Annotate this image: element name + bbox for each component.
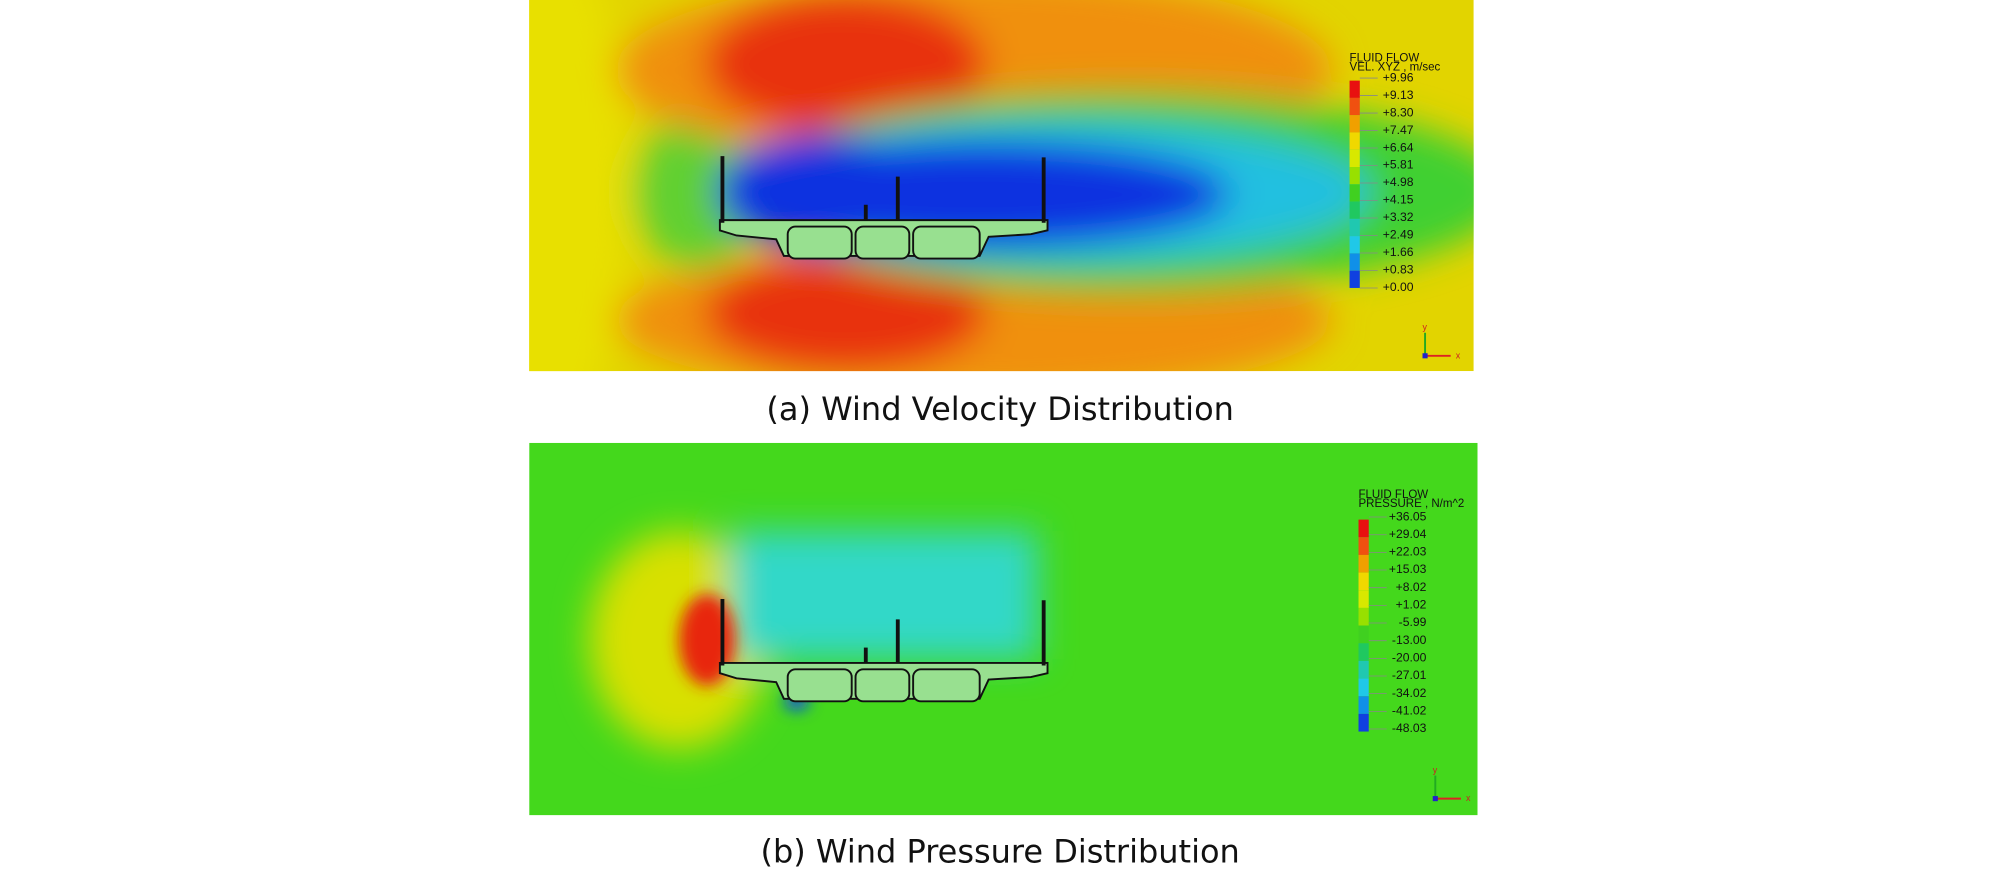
legend-swatch — [1358, 696, 1369, 714]
legend-value: -20.00 — [1392, 651, 1427, 665]
legend-swatch — [1358, 590, 1369, 608]
triad-y-label: y — [1433, 765, 1438, 775]
triad-origin — [1432, 796, 1438, 802]
legend-value: -41.02 — [1392, 704, 1427, 718]
legend-value: +2.49 — [1383, 228, 1414, 242]
triad-x-label: x — [1466, 793, 1471, 803]
legend-swatch — [1349, 270, 1360, 288]
legend-swatch — [1358, 660, 1369, 679]
legend-swatch — [1358, 713, 1369, 732]
legend-value: +15.03 — [1389, 562, 1427, 576]
pressure-field — [529, 442, 1478, 816]
legend-value: +29.04 — [1389, 527, 1427, 541]
legend-title: FLUID FLOW — [1350, 52, 1420, 64]
legend-swatch — [1358, 572, 1369, 591]
legend-swatch — [1349, 184, 1360, 202]
legend-swatch — [1349, 167, 1360, 185]
velocity-field — [529, 0, 1474, 372]
legend-value: +1.02 — [1396, 598, 1427, 612]
legend-swatch — [1358, 607, 1369, 626]
legend-swatch — [1349, 149, 1360, 168]
legend-title: FLUID FLOW — [1359, 489, 1429, 501]
triad-y-label: y — [1423, 322, 1428, 332]
caption: (b) Wind Pressure Distribution — [761, 833, 1240, 869]
legend-swatch — [1349, 80, 1360, 98]
legend-swatch — [1349, 201, 1360, 219]
legend-value: +8.02 — [1396, 580, 1427, 594]
legend-swatch — [1349, 97, 1360, 116]
triad-x-label: x — [1456, 350, 1461, 360]
legend-value: -34.02 — [1392, 686, 1427, 700]
legend-swatch — [1358, 643, 1369, 661]
legend-value: +22.03 — [1389, 545, 1427, 559]
legend-value: +9.96 — [1383, 70, 1414, 84]
legend-swatch — [1358, 519, 1369, 538]
legend-value: +4.98 — [1383, 175, 1414, 189]
triad-origin — [1422, 353, 1428, 359]
legend-value: -5.99 — [1399, 615, 1427, 629]
legend-swatch — [1358, 678, 1369, 697]
legend-value: +5.81 — [1383, 158, 1414, 172]
legend-value: +6.64 — [1383, 140, 1414, 154]
legend-quantity: PRESSURE , N/m^2 — [1359, 498, 1465, 510]
legend-value: +7.47 — [1383, 123, 1414, 137]
legend-swatch — [1349, 236, 1360, 254]
legend-value: -48.03 — [1392, 721, 1427, 735]
legend-value: +3.32 — [1383, 210, 1414, 224]
legend-swatch — [1349, 253, 1360, 271]
legend-value: +36.05 — [1389, 509, 1427, 523]
legend-swatch — [1358, 537, 1369, 555]
legend-quantity: VEL. XYZ , m/sec — [1350, 61, 1441, 73]
legend-swatch — [1349, 115, 1360, 133]
legend-value: -27.01 — [1392, 668, 1427, 682]
legend-value: +1.66 — [1383, 245, 1414, 259]
legend-swatch — [1349, 132, 1360, 150]
legend-value: +0.83 — [1383, 263, 1414, 277]
legend-value: +4.15 — [1383, 193, 1414, 207]
legend-swatch — [1358, 625, 1369, 644]
legend-value: +0.00 — [1383, 280, 1414, 294]
legend-value: +9.13 — [1383, 88, 1414, 102]
caption: (a) Wind Velocity Distribution — [766, 390, 1234, 428]
legend-value: -13.00 — [1392, 633, 1427, 647]
legend-swatch — [1358, 554, 1369, 573]
legend-swatch — [1349, 218, 1360, 237]
legend-value: +8.30 — [1383, 105, 1414, 119]
